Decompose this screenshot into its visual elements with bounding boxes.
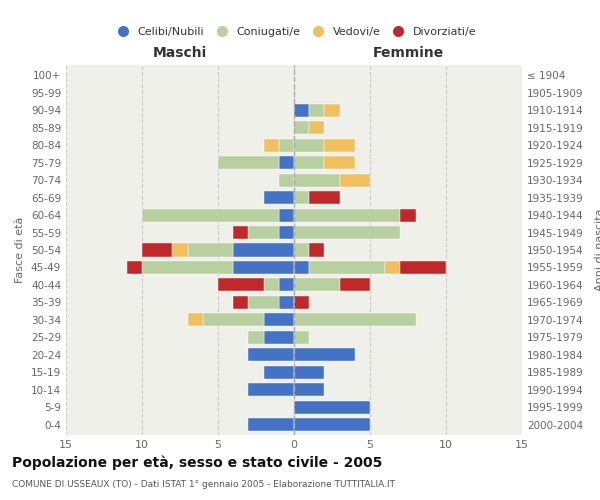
Bar	[294, 296, 309, 309]
Bar	[340, 278, 370, 291]
Bar	[400, 261, 446, 274]
Bar	[294, 348, 355, 362]
Text: Popolazione per età, sesso e stato civile - 2005: Popolazione per età, sesso e stato civil…	[12, 455, 382, 469]
Text: COMUNE DI USSEAUX (TO) - Dati ISTAT 1° gennaio 2005 - Elaborazione TUTTITALIA.IT: COMUNE DI USSEAUX (TO) - Dati ISTAT 1° g…	[12, 480, 395, 489]
Bar	[309, 104, 325, 117]
Y-axis label: Fasce di età: Fasce di età	[16, 217, 25, 283]
Bar	[248, 330, 263, 344]
Text: Femmine: Femmine	[373, 46, 443, 60]
Bar	[263, 330, 294, 344]
Bar	[309, 261, 385, 274]
Bar	[294, 104, 309, 117]
Bar	[294, 261, 309, 274]
Bar	[142, 244, 172, 256]
Bar	[248, 418, 294, 431]
Bar	[279, 156, 294, 170]
Bar	[233, 226, 248, 239]
Bar	[294, 383, 325, 396]
Bar	[309, 244, 325, 256]
Bar	[203, 314, 263, 326]
Bar	[325, 104, 340, 117]
Bar	[325, 156, 355, 170]
Bar	[127, 261, 142, 274]
Bar	[325, 138, 355, 152]
Bar	[294, 208, 400, 222]
Bar	[248, 383, 294, 396]
Bar	[263, 191, 294, 204]
Bar	[294, 191, 309, 204]
Bar	[233, 296, 248, 309]
Bar	[294, 226, 400, 239]
Bar	[142, 208, 279, 222]
Bar	[248, 348, 294, 362]
Bar	[233, 261, 294, 274]
Bar	[279, 174, 294, 186]
Bar	[248, 226, 279, 239]
Bar	[233, 244, 294, 256]
Bar	[309, 122, 325, 134]
Bar	[218, 156, 279, 170]
Bar	[294, 314, 416, 326]
Bar	[263, 366, 294, 378]
Bar	[188, 314, 203, 326]
Bar	[294, 138, 325, 152]
Bar	[385, 261, 400, 274]
Bar	[294, 122, 309, 134]
Bar	[279, 226, 294, 239]
Bar	[279, 138, 294, 152]
Bar	[263, 278, 279, 291]
Bar	[248, 296, 279, 309]
Bar	[294, 418, 370, 431]
Bar	[172, 244, 188, 256]
Bar	[142, 261, 233, 274]
Bar	[340, 174, 370, 186]
Legend: Celibi/Nubili, Coniugati/e, Vedovi/e, Divorziati/e: Celibi/Nubili, Coniugati/e, Vedovi/e, Di…	[107, 22, 481, 42]
Bar	[279, 208, 294, 222]
Bar	[294, 156, 325, 170]
Bar	[188, 244, 233, 256]
Bar	[294, 278, 340, 291]
Bar	[279, 278, 294, 291]
Bar	[294, 366, 325, 378]
Bar	[294, 400, 370, 413]
Bar	[263, 314, 294, 326]
Bar	[400, 208, 416, 222]
Bar	[309, 191, 340, 204]
Y-axis label: Anni di nascita: Anni di nascita	[595, 209, 600, 291]
Bar	[218, 278, 263, 291]
Bar	[279, 296, 294, 309]
Text: Maschi: Maschi	[153, 46, 207, 60]
Bar	[294, 330, 309, 344]
Bar	[294, 174, 340, 186]
Bar	[263, 138, 279, 152]
Bar	[294, 244, 309, 256]
